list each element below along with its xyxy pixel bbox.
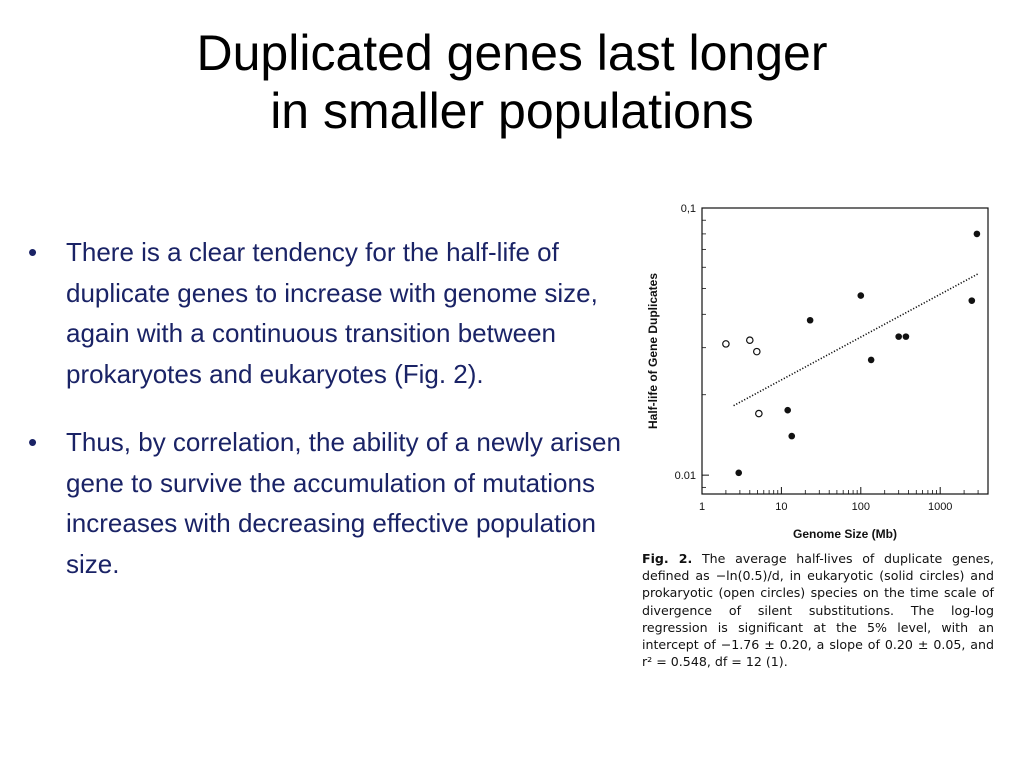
x-tick-label: 10	[775, 501, 787, 513]
title-line-2: in smaller populations	[270, 83, 754, 139]
title-line-1: Duplicated genes last longer	[196, 25, 828, 81]
bullet-marker: •	[28, 427, 38, 457]
eukaryotic-point	[973, 230, 981, 238]
figure: 1 10 100 1000 0.01 0,1 Genome Size (Mb) Half-…	[638, 196, 998, 716]
x-tick-label: 1000	[928, 501, 952, 513]
scatter-chart: 1 10 100 1000 0.01 0,1 Genome Size (Mb) Half-…	[646, 203, 989, 541]
eukaryotic-point	[788, 432, 796, 440]
figure-caption: Fig. 2. The average half-lives of duplic…	[642, 550, 994, 670]
x-tick-label: 1	[699, 501, 705, 513]
eukaryotic-point	[857, 292, 865, 299]
y-tick-label: 0,1	[681, 203, 696, 215]
caption-label: Fig. 2.	[642, 551, 693, 566]
eukaryotic-point	[735, 469, 743, 477]
eukaryotic-point	[784, 406, 791, 414]
x-tick-label: 100	[852, 501, 870, 513]
eukaryotic-point	[895, 333, 902, 340]
prokaryotic-point	[755, 409, 763, 418]
slide-title: Duplicated genes last longer in smaller …	[0, 24, 1024, 140]
x-axis-title: Genome Size (Mb)	[793, 527, 897, 541]
regression-line	[733, 273, 979, 407]
eukaryotic-point	[968, 297, 976, 304]
eukaryotic-point	[867, 356, 875, 364]
chart-marks	[722, 230, 981, 477]
bullet-item: • Thus, by correlation, the ability of a…	[28, 422, 628, 584]
bullet-text: Thus, by correlation, the ability of a n…	[66, 427, 621, 579]
axis-ticks: 1 10 100 1000 0.01 0,1	[675, 203, 989, 513]
prokaryotic-point	[722, 340, 730, 348]
plot-frame	[701, 207, 989, 495]
bullet-list: • There is a clear tendency for the half…	[28, 232, 628, 612]
eukaryotic-point	[806, 316, 814, 324]
caption-text: The average half-lives of duplicate gene…	[642, 551, 994, 670]
bullet-text: There is a clear tendency for the half-l…	[66, 237, 598, 389]
prokaryotic-point	[753, 347, 761, 356]
prokaryotic-point	[746, 336, 754, 344]
bullet-marker: •	[28, 237, 38, 267]
eukaryotic-point	[902, 333, 910, 340]
y-tick-label: 0.01	[675, 470, 696, 482]
y-axis-title: Half-life of Gene Duplicates	[646, 273, 660, 429]
bullet-item: • There is a clear tendency for the half…	[28, 232, 628, 394]
